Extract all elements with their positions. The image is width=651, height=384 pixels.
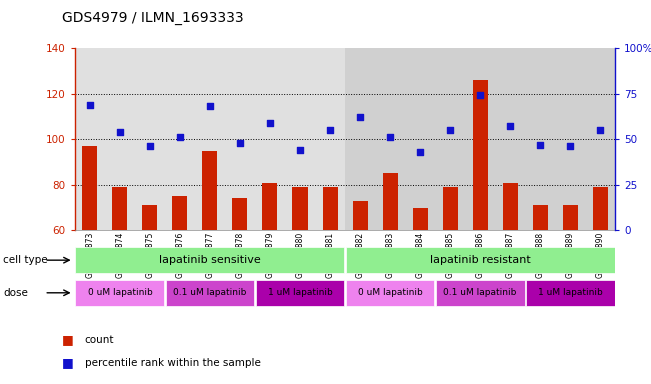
Text: cell type: cell type	[3, 255, 48, 265]
Text: 0 uM lapatinib: 0 uM lapatinib	[357, 288, 422, 297]
Bar	[525, 48, 555, 230]
Bar	[285, 48, 315, 230]
Bar	[165, 280, 255, 306]
Bar	[592, 187, 607, 230]
Text: ■: ■	[62, 356, 74, 369]
Bar	[256, 280, 344, 306]
Point	[325, 127, 335, 133]
Bar	[443, 187, 458, 230]
Bar	[353, 201, 368, 230]
Bar	[465, 48, 495, 230]
Point	[235, 140, 245, 146]
Point	[115, 129, 125, 135]
Bar	[503, 182, 518, 230]
Text: 0.1 uM lapatinib: 0.1 uM lapatinib	[173, 288, 247, 297]
Bar	[173, 196, 187, 230]
Bar	[113, 187, 128, 230]
Bar	[555, 48, 585, 230]
Point	[505, 123, 516, 129]
Point	[145, 143, 155, 149]
Bar	[143, 205, 158, 230]
Bar	[345, 48, 375, 230]
Bar	[383, 174, 398, 230]
Bar	[346, 247, 615, 273]
Bar	[135, 48, 165, 230]
Point	[265, 120, 275, 126]
Text: ■: ■	[62, 333, 74, 346]
Point	[85, 101, 95, 108]
Point	[475, 92, 485, 98]
Bar	[315, 48, 345, 230]
Bar	[473, 80, 488, 230]
Bar	[262, 182, 277, 230]
Point	[415, 149, 425, 155]
Point	[445, 127, 455, 133]
Point	[385, 134, 395, 141]
Text: 1 uM lapatinib: 1 uM lapatinib	[268, 288, 333, 297]
Point	[174, 134, 185, 141]
Bar	[346, 280, 434, 306]
Bar	[225, 48, 255, 230]
Text: percentile rank within the sample: percentile rank within the sample	[85, 358, 260, 368]
Bar	[585, 48, 615, 230]
Bar	[202, 151, 217, 230]
Text: lapatinib resistant: lapatinib resistant	[430, 255, 531, 265]
Bar	[75, 48, 105, 230]
Bar	[375, 48, 405, 230]
Bar	[83, 146, 98, 230]
Bar	[76, 247, 344, 273]
Bar	[255, 48, 285, 230]
Bar	[292, 187, 307, 230]
Bar	[526, 280, 615, 306]
Bar	[232, 199, 247, 230]
Bar	[562, 205, 577, 230]
Point	[565, 143, 575, 149]
Bar	[405, 48, 435, 230]
Bar	[165, 48, 195, 230]
Bar	[533, 205, 547, 230]
Point	[204, 103, 215, 109]
Point	[595, 127, 605, 133]
Text: 0 uM lapatinib: 0 uM lapatinib	[87, 288, 152, 297]
Bar	[76, 280, 164, 306]
Bar	[322, 187, 337, 230]
Point	[355, 114, 365, 121]
Text: dose: dose	[3, 288, 28, 298]
Bar	[413, 208, 428, 230]
Bar	[495, 48, 525, 230]
Text: count: count	[85, 335, 114, 345]
Point	[295, 147, 305, 153]
Bar	[195, 48, 225, 230]
Bar	[105, 48, 135, 230]
Text: 1 uM lapatinib: 1 uM lapatinib	[538, 288, 603, 297]
Text: lapatinib sensitive: lapatinib sensitive	[159, 255, 261, 265]
Bar	[436, 280, 525, 306]
Point	[535, 142, 546, 148]
Text: 0.1 uM lapatinib: 0.1 uM lapatinib	[443, 288, 517, 297]
Bar	[435, 48, 465, 230]
Text: GDS4979 / ILMN_1693333: GDS4979 / ILMN_1693333	[62, 11, 243, 25]
